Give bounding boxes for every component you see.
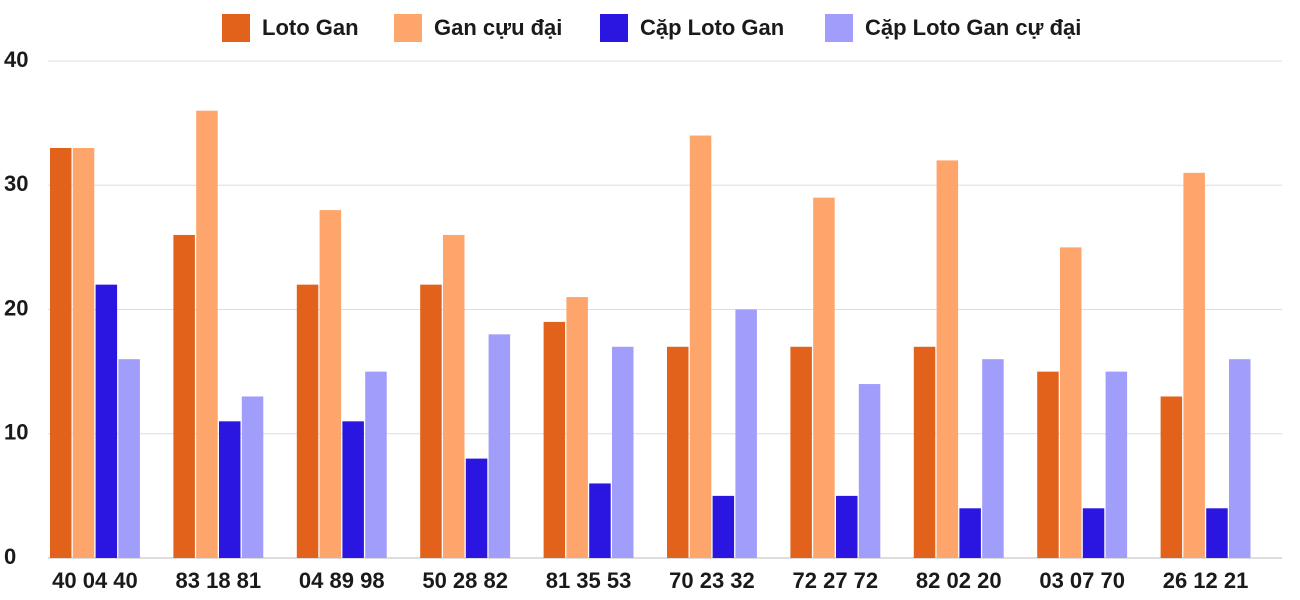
x-tick-label: 26 12 21 (1163, 568, 1249, 593)
bar (1082, 508, 1105, 558)
bar (72, 147, 95, 558)
x-tick-label: 82 02 20 (916, 568, 1002, 593)
bar (1183, 172, 1205, 558)
bar (712, 495, 735, 558)
bar (95, 284, 118, 558)
bar (342, 421, 364, 558)
bar (790, 346, 812, 558)
bar (913, 346, 936, 558)
legend-swatch (825, 14, 853, 42)
x-tick-label: 50 28 82 (422, 568, 508, 593)
bar (612, 346, 634, 558)
x-tick-label: 40 04 40 (52, 568, 138, 593)
bar (959, 508, 981, 558)
bar (365, 371, 387, 558)
bar (443, 234, 465, 558)
bar (689, 135, 712, 559)
bar (118, 359, 140, 558)
legend-swatch (600, 14, 628, 42)
bar (735, 309, 757, 558)
legend-swatch (394, 14, 422, 42)
x-tick-label: 83 18 81 (176, 568, 262, 593)
y-tick-label: 10 (4, 420, 28, 445)
bar (982, 359, 1004, 558)
bar (241, 396, 264, 558)
bar (543, 321, 566, 558)
legend-label: Cặp Loto Gan cự đại (865, 15, 1081, 40)
bar (465, 458, 488, 558)
bar (319, 210, 342, 558)
x-tick-label: 72 27 72 (793, 568, 879, 593)
x-tick-label: 81 35 53 (546, 568, 632, 593)
y-tick-label: 30 (4, 171, 28, 196)
legend-swatch (222, 14, 250, 42)
bar (1160, 396, 1183, 558)
bar (1105, 371, 1128, 558)
legend-label: Loto Gan (262, 15, 359, 40)
bar (1037, 371, 1059, 558)
bar (420, 284, 442, 558)
bar (219, 421, 241, 558)
bar (589, 483, 611, 558)
bar (50, 147, 72, 558)
bar (667, 346, 689, 558)
x-tick-label: 04 89 98 (299, 568, 385, 593)
bar (1060, 247, 1082, 558)
bar (196, 110, 218, 558)
bar (488, 334, 511, 558)
bar (936, 160, 959, 558)
legend-label: Gan cựu đại (434, 15, 562, 40)
legend-label: Cặp Loto Gan (640, 15, 784, 40)
y-tick-label: 40 (4, 47, 28, 72)
bar (1229, 359, 1251, 558)
x-tick-label: 70 23 32 (669, 568, 755, 593)
x-tick-label: 03 07 70 (1039, 568, 1125, 593)
bar (858, 384, 881, 558)
y-tick-label: 0 (4, 544, 16, 569)
bar (296, 284, 319, 558)
bar (1206, 508, 1228, 558)
y-tick-label: 20 (4, 295, 28, 320)
bar (566, 297, 588, 558)
bar (813, 197, 835, 559)
bar (836, 495, 858, 558)
bar (173, 234, 195, 558)
